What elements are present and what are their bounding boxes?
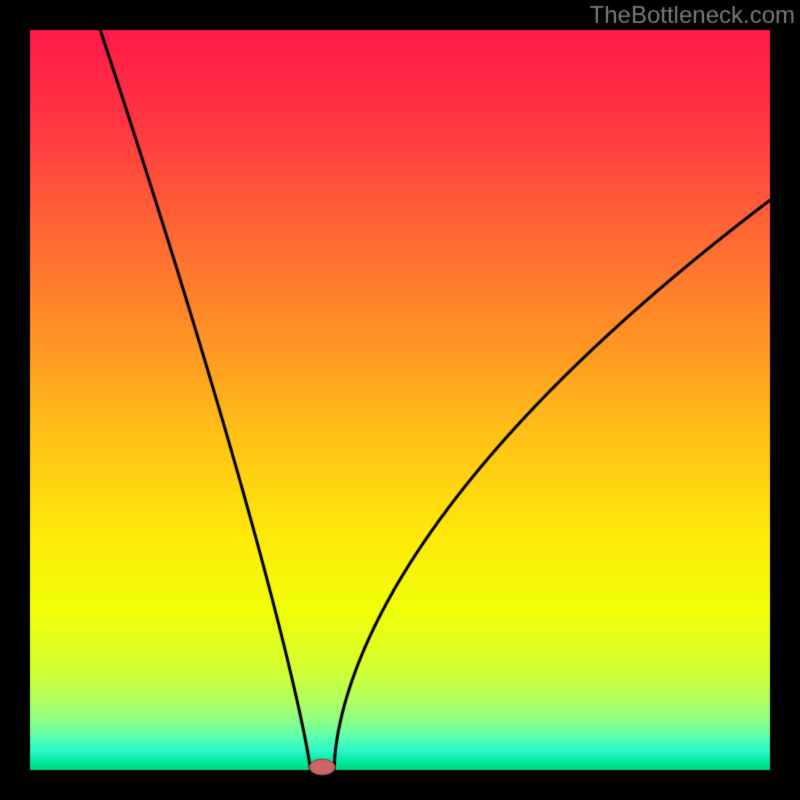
bottleneck-chart — [0, 0, 800, 800]
